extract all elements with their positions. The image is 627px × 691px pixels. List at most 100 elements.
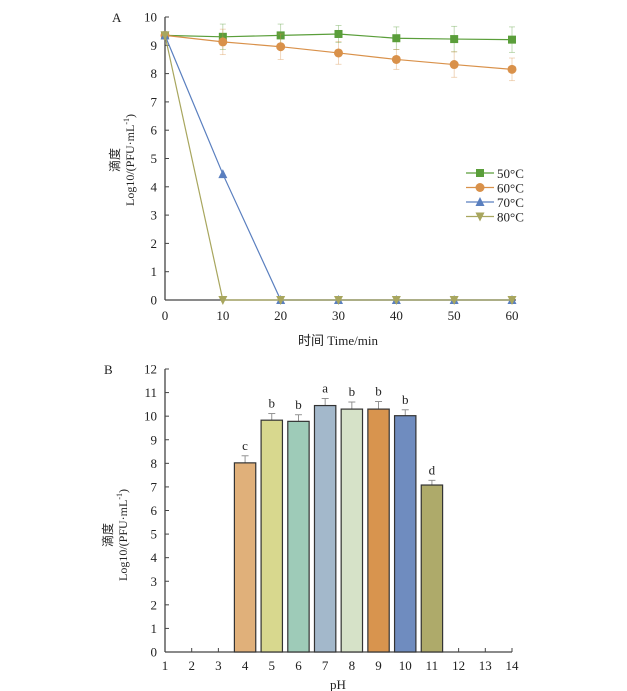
panel-a-data-point xyxy=(218,37,228,47)
panel-b-significance-label: d xyxy=(429,462,436,477)
panel-a-y-tick-label: 5 xyxy=(151,151,158,166)
panel-b-significance-label: a xyxy=(322,380,328,395)
panel-b-y-axis-label: Log10/(PFU·mL-1) xyxy=(115,489,130,581)
panel-b-y-tick-label: 4 xyxy=(151,550,158,565)
panel-b-x-tick-label: 5 xyxy=(269,658,276,673)
panel-b-x-tick-label: 14 xyxy=(506,658,520,673)
panel-a-x-tick-label: 60 xyxy=(506,308,519,323)
panel-b-y-tick-label: 5 xyxy=(151,527,158,542)
panel-a-y-axis-label: Log10/(PFU·mL-1) xyxy=(122,114,137,206)
panel-a-y-axis-label-cn: 滴度 xyxy=(107,148,122,172)
panel-b-y-tick-label: 7 xyxy=(151,479,158,494)
panel-a-series-60c xyxy=(160,28,517,82)
panel-b-significance-label: c xyxy=(242,438,248,453)
panel-a-label: A xyxy=(112,10,122,25)
panel-a-data-point xyxy=(391,296,401,305)
panel-a-data-point xyxy=(276,296,286,305)
panel-a-line-chart: A 0 1 2 3 4 5 6 7 8 9 10 0 10 20 30 40 50 60 时间 Time/min… xyxy=(107,10,524,349)
panel-a-data-point xyxy=(218,32,227,41)
panel-a-y-tick-label: 9 xyxy=(151,38,158,53)
panel-b-x-tick-label: 3 xyxy=(215,658,222,673)
panel-a-data-point xyxy=(391,54,401,64)
panel-b-x-tick-label: 12 xyxy=(452,658,465,673)
panel-b-x-tick-label: 11 xyxy=(426,658,439,673)
panel-a-y-tick-label: 8 xyxy=(151,66,158,81)
panel-a-data-point xyxy=(507,296,517,305)
panel-b-bar-group-ph-4: c xyxy=(233,438,257,653)
panel-b-y-tick-label: 9 xyxy=(151,432,158,447)
panel-a-x-tick-label: 40 xyxy=(390,308,403,323)
panel-a-data-point xyxy=(218,169,228,179)
panel-a-y-tick-label: 2 xyxy=(151,236,158,251)
panel-b-bar-group-ph-6: b xyxy=(287,397,310,653)
legend-marker xyxy=(476,169,484,177)
panel-a-data-point xyxy=(218,296,228,305)
panel-a-data-point xyxy=(276,31,285,40)
panel-a-x-tick-label: 30 xyxy=(332,308,345,323)
legend-label: 80°C xyxy=(497,210,524,225)
panel-a-y-tick-label: 1 xyxy=(151,264,158,279)
panel-b-x-tick-label: 4 xyxy=(242,658,249,673)
panel-a-data-point xyxy=(449,296,459,305)
panel-a-y-tick-label: 6 xyxy=(151,123,158,138)
panel-b-bar xyxy=(233,462,257,653)
panel-a-data-point xyxy=(160,31,170,41)
panel-a-series-line xyxy=(164,35,512,301)
legend-marker xyxy=(475,212,485,222)
panel-a-y-tick-label: 7 xyxy=(151,94,158,109)
panel-b-x-tick-label: 8 xyxy=(349,658,356,673)
legend-marker xyxy=(475,183,485,192)
panel-a-data-point xyxy=(334,296,343,305)
legend-item: 60°C xyxy=(466,181,524,196)
panel-a-data-point xyxy=(392,34,401,43)
panel-b-y-tick-label: 2 xyxy=(151,597,158,612)
legend-label: 50°C xyxy=(497,166,524,181)
panel-a-series-line xyxy=(164,35,512,301)
panel-a-x-tick-label: 20 xyxy=(274,308,287,323)
legend-label: 70°C xyxy=(497,195,524,210)
legend-item: 50°C xyxy=(466,166,524,181)
panel-a-x-tick-label: 10 xyxy=(216,308,229,323)
panel-b-y-tick-label: 11 xyxy=(144,385,157,400)
panel-b-y-axis-label-cn: 滴度 xyxy=(100,523,115,547)
panel-a-data-point xyxy=(508,35,516,44)
panel-a-data-point xyxy=(334,48,343,58)
panel-b-significance-label: b xyxy=(269,396,276,411)
panel-a-series-80c xyxy=(160,31,517,305)
panel-a-y-tick-label: 4 xyxy=(151,179,158,194)
panel-b-x-tick-label: 2 xyxy=(188,658,195,673)
panel-a-x-tick-label: 50 xyxy=(448,308,461,323)
panel-b-x-tick-label: 1 xyxy=(162,658,169,673)
panel-b-bar xyxy=(393,415,417,653)
panel-a-legend: 50°C60°C70°C80°C xyxy=(466,166,524,225)
panel-b-x-tick-label: 10 xyxy=(399,658,412,673)
panel-b-bar-group-ph-8: b xyxy=(340,384,364,653)
panel-b-y-tick-label: 3 xyxy=(151,574,158,589)
panel-a-data-point xyxy=(449,60,459,70)
panel-b-bar-group-ph-9: b xyxy=(367,384,390,653)
panel-b-x-axis-label: pH xyxy=(330,677,346,691)
panel-b-bar xyxy=(340,408,364,653)
panel-a-data-point xyxy=(507,64,517,74)
panel-b-significance-label: b xyxy=(349,384,356,399)
legend-item: 70°C xyxy=(466,195,524,210)
legend-marker xyxy=(475,197,485,206)
panel-a-x-axis-label: 时间 Time/min xyxy=(298,333,379,348)
panel-b-x-tick-label: 6 xyxy=(295,658,302,673)
panel-a-y-tick-label: 3 xyxy=(151,208,158,223)
panel-b-bar-group-ph-5: b xyxy=(260,396,284,653)
panel-b-y-tick-label: 8 xyxy=(151,456,158,471)
panel-b-bar-group-ph-11: d xyxy=(420,462,444,653)
panel-a-data-point xyxy=(334,29,343,38)
legend-label: 60°C xyxy=(497,181,524,196)
panel-b-y-tick-label: 12 xyxy=(144,362,157,377)
panel-b-bar xyxy=(287,420,310,653)
panel-b-bar-group-ph-7: a xyxy=(313,380,337,653)
panel-a-data-point xyxy=(276,42,286,52)
panel-a-x-tick-label: 0 xyxy=(162,308,169,323)
panel-b-label: B xyxy=(104,362,113,377)
panel-b-significance-label: b xyxy=(295,397,302,412)
panel-b-bar xyxy=(260,419,284,653)
panel-b-bar xyxy=(313,404,337,653)
